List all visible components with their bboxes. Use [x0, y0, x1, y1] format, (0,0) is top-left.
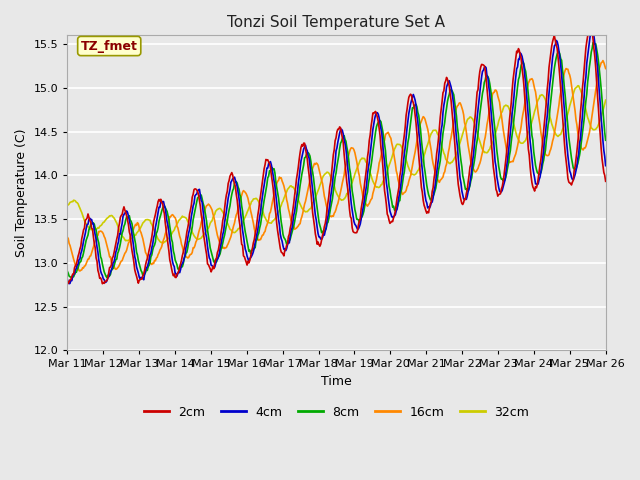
- 16cm: [602, 66, 609, 72]
- 8cm: [308, 166, 316, 171]
- 8cm: [63, 268, 71, 274]
- 32cm: [381, 173, 389, 179]
- 4cm: [381, 170, 389, 176]
- 4cm: [159, 199, 167, 204]
- 2cm: [586, 22, 594, 28]
- 16cm: [470, 166, 477, 172]
- 16cm: [63, 234, 71, 240]
- 2cm: [424, 209, 431, 215]
- 4cm: [470, 152, 477, 157]
- 8cm: [590, 39, 598, 45]
- X-axis label: Time: Time: [321, 375, 352, 388]
- 2cm: [159, 207, 167, 213]
- 8cm: [424, 188, 431, 193]
- 16cm: [599, 58, 607, 63]
- 4cm: [308, 179, 316, 185]
- 32cm: [63, 202, 71, 207]
- 2cm: [602, 179, 609, 184]
- 32cm: [203, 228, 211, 234]
- Line: 8cm: 8cm: [67, 42, 605, 277]
- 16cm: [159, 237, 167, 243]
- 4cm: [602, 163, 609, 168]
- 16cm: [424, 126, 431, 132]
- Line: 2cm: 2cm: [67, 25, 605, 284]
- 32cm: [470, 118, 477, 124]
- 16cm: [76, 268, 84, 274]
- Legend: 2cm, 4cm, 8cm, 16cm, 32cm: 2cm, 4cm, 8cm, 16cm, 32cm: [138, 401, 534, 424]
- Line: 32cm: 32cm: [67, 86, 605, 243]
- 4cm: [424, 205, 431, 211]
- Title: Tonzi Soil Temperature Set A: Tonzi Soil Temperature Set A: [227, 15, 445, 30]
- 8cm: [381, 148, 389, 154]
- 8cm: [159, 204, 167, 210]
- 8cm: [602, 137, 609, 143]
- 32cm: [159, 240, 166, 246]
- 8cm: [203, 219, 211, 225]
- 4cm: [589, 29, 597, 35]
- 16cm: [381, 132, 389, 138]
- 4cm: [65, 281, 73, 287]
- Y-axis label: Soil Temperature (C): Soil Temperature (C): [15, 129, 28, 257]
- 2cm: [381, 194, 389, 200]
- 4cm: [203, 235, 211, 241]
- 2cm: [63, 278, 71, 284]
- 32cm: [308, 203, 316, 209]
- 32cm: [159, 240, 167, 246]
- 8cm: [470, 163, 477, 169]
- Line: 4cm: 4cm: [67, 32, 605, 284]
- 2cm: [203, 252, 211, 257]
- Line: 16cm: 16cm: [67, 60, 605, 271]
- 4cm: [63, 276, 71, 282]
- 32cm: [424, 142, 431, 147]
- 16cm: [308, 169, 316, 175]
- 32cm: [575, 83, 582, 89]
- Text: TZ_fmet: TZ_fmet: [81, 39, 138, 52]
- 32cm: [602, 97, 609, 103]
- 2cm: [99, 281, 106, 287]
- 16cm: [203, 203, 211, 208]
- 8cm: [103, 275, 111, 280]
- 2cm: [470, 130, 477, 136]
- 2cm: [308, 200, 316, 205]
